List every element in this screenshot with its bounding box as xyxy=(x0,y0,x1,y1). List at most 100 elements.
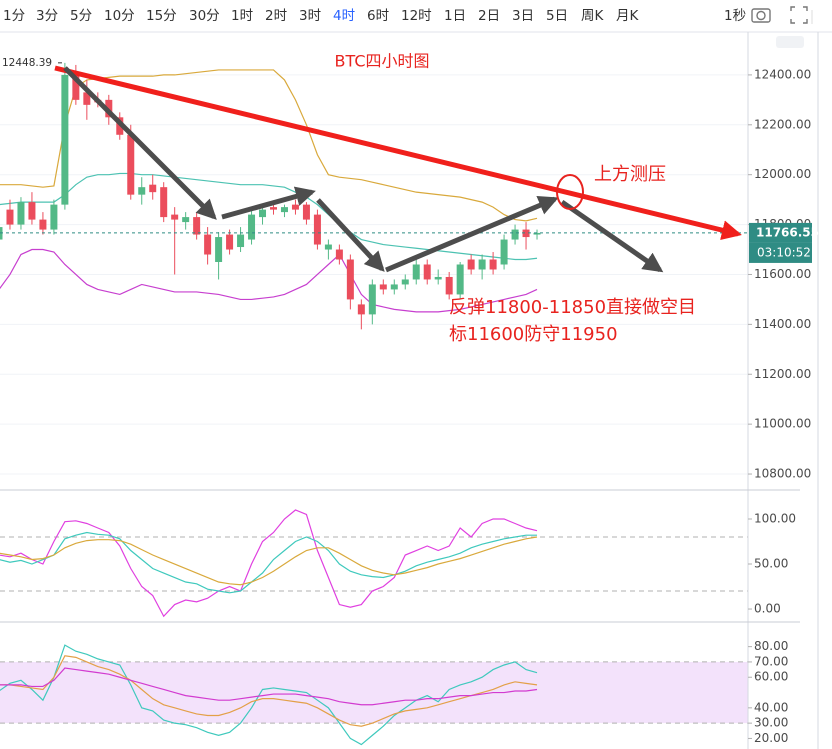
y-tick-label: 11200.00 xyxy=(754,367,811,381)
candle-body xyxy=(160,187,168,218)
panels: 12448.39 xyxy=(0,57,748,746)
candle-body xyxy=(500,239,508,265)
candle-body xyxy=(324,244,332,250)
interval-button[interactable]: 1时 xyxy=(231,8,253,24)
indicator-line xyxy=(0,509,538,618)
candle-body xyxy=(28,202,36,220)
interval-button[interactable]: 12时 xyxy=(401,8,432,24)
candle-body xyxy=(72,74,80,100)
candle-body xyxy=(357,304,365,315)
last-price-label: 11766.55 xyxy=(756,225,819,239)
indicator-line xyxy=(0,69,538,222)
candle-body xyxy=(226,234,234,250)
candle-body xyxy=(149,184,157,193)
candle-body xyxy=(6,209,14,225)
candle-body xyxy=(368,284,376,315)
scroll-handle[interactable] xyxy=(776,36,804,48)
candle-body xyxy=(17,202,25,225)
candle-body xyxy=(522,229,530,238)
candle-body xyxy=(467,259,475,270)
y-tick-label: 60.00 xyxy=(754,670,788,684)
rsi-band xyxy=(0,661,748,724)
y-tick-label: 50.00 xyxy=(754,557,788,571)
countdown-box xyxy=(749,242,812,263)
camera-icon[interactable] xyxy=(751,8,771,23)
y-tick-label: 11000.00 xyxy=(754,417,811,431)
interval-button[interactable]: 1日 xyxy=(444,8,466,24)
high-label: 12448.39 xyxy=(2,57,52,69)
last-price-box xyxy=(749,222,812,243)
candle-body xyxy=(511,229,519,240)
direction-arrows xyxy=(63,66,664,273)
indicator-line xyxy=(0,531,538,594)
interval-button[interactable]: 2日 xyxy=(478,8,500,24)
y-tick-label: 11600.00 xyxy=(754,267,811,281)
candle-body xyxy=(346,259,354,300)
y-tick-label: 12400.00 xyxy=(754,67,811,81)
y-tick-label: 100.00 xyxy=(754,511,796,525)
y-tick-label: 0.00 xyxy=(754,602,781,616)
candle-body xyxy=(237,234,245,248)
interval-button[interactable]: 周K xyxy=(581,8,605,24)
candle-body xyxy=(489,259,497,270)
candle-body xyxy=(456,264,464,295)
y-tick-label: 70.00 xyxy=(754,654,788,668)
y-tick-label: 40.00 xyxy=(754,700,788,714)
y-tick-label: 11400.00 xyxy=(754,317,811,331)
interval-button[interactable]: 月K xyxy=(616,8,640,24)
candle-body xyxy=(423,264,431,280)
interval-button[interactable]: 2时 xyxy=(265,8,287,24)
candle-body xyxy=(478,259,486,270)
candle-body xyxy=(127,134,135,195)
interval-button[interactable]: 4时 xyxy=(333,8,355,24)
interval-button[interactable]: 6时 xyxy=(367,8,389,24)
interval-button[interactable]: 3日 xyxy=(512,8,534,24)
candle-body xyxy=(302,204,310,220)
interval-button[interactable]: 30分 xyxy=(189,8,220,24)
candle-body xyxy=(335,249,343,260)
y-tick-label: 20.00 xyxy=(754,731,788,745)
indicator-line xyxy=(0,644,538,746)
fullscreen-icon[interactable] xyxy=(790,6,808,24)
candle-body xyxy=(61,74,69,205)
countdown-label: 03:10:52 xyxy=(757,245,811,259)
y-tick-label: 30.00 xyxy=(754,716,788,730)
candle-body xyxy=(390,284,398,290)
candle-body xyxy=(50,204,58,230)
candle-body xyxy=(215,237,223,263)
candle-body xyxy=(445,276,453,295)
candle-body xyxy=(379,284,387,290)
candle-body xyxy=(280,207,288,213)
indicator-line xyxy=(0,667,538,706)
candle-body xyxy=(39,219,47,230)
candle-body xyxy=(401,279,409,285)
interval-button[interactable]: 3时 xyxy=(299,8,321,24)
candle-body xyxy=(259,209,267,218)
indicator-line xyxy=(0,536,538,586)
y-tick-label: 80.00 xyxy=(754,639,788,653)
interval-button[interactable]: 5分 xyxy=(70,8,92,24)
candle-body xyxy=(83,92,91,105)
indicator-line xyxy=(0,172,538,261)
candle-body xyxy=(270,207,277,210)
y-tick-label: 10800.00 xyxy=(754,467,811,481)
candle-body xyxy=(204,234,212,255)
y-tick-label: 12000.00 xyxy=(754,167,811,181)
interval-button[interactable]: 10分 xyxy=(104,8,135,24)
candle-body xyxy=(171,214,179,220)
interval-button[interactable]: 15分 xyxy=(146,8,177,24)
interval-button[interactable]: 1分 xyxy=(3,8,25,24)
timer[interactable]: 1秒 xyxy=(724,8,746,24)
y-tick-label: 12200.00 xyxy=(754,117,811,131)
candle-body xyxy=(412,264,420,280)
candle-body xyxy=(182,217,190,223)
interval-button[interactable]: 5日 xyxy=(546,8,568,24)
trend-line xyxy=(54,65,742,240)
candle-body xyxy=(434,276,442,280)
annotation: 上方测压 xyxy=(594,164,666,185)
interval-button[interactable]: 3分 xyxy=(36,8,58,24)
resistance-circle xyxy=(556,174,584,210)
candle-body xyxy=(313,214,321,245)
chart-title: BTC四小时图 xyxy=(335,52,430,71)
